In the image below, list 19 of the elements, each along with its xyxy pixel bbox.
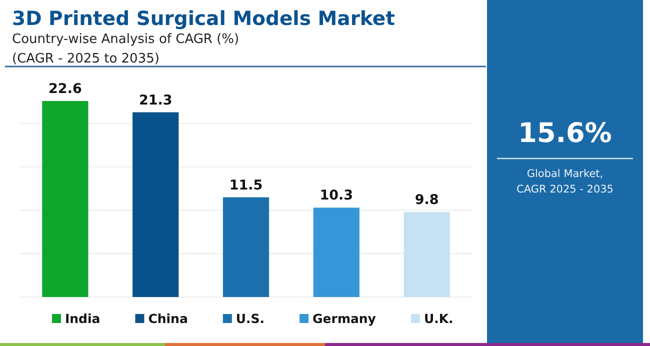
chart-title: 3D Printed Surgical Models Market (12, 7, 395, 30)
x-tick-label: China (148, 311, 188, 326)
chart-subtitle: Country-wise Analysis of CAGR (%) (CAGR - 2025 to 2035) (12, 32, 240, 66)
bar (404, 212, 450, 297)
data-label: 10.3 (320, 188, 354, 204)
x-tick-label: U.K. (424, 311, 454, 326)
x-tick-label: U.S. (236, 311, 265, 326)
data-label: 21.3 (138, 92, 172, 108)
data-label: 11.5 (229, 177, 263, 194)
bar (313, 208, 360, 297)
data-label: 22.6 (48, 81, 82, 97)
bar (132, 112, 179, 297)
text: Global Market, CAGR 2025 - 2035 (516, 168, 614, 196)
x-tick-label: India (65, 311, 100, 326)
x-tick-label: Germany (312, 311, 376, 326)
data-label: 9.8 (414, 192, 439, 208)
text: 15.6% (518, 118, 612, 149)
bar (222, 197, 270, 297)
bar (42, 101, 88, 297)
